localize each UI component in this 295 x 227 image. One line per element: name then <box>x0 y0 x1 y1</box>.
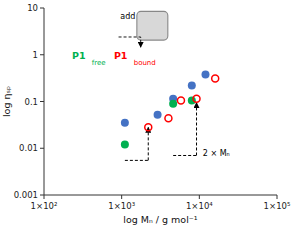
x-tick <box>121 195 122 199</box>
y-tick <box>40 148 44 149</box>
y-tick <box>40 8 44 9</box>
y-tick-label: 1 <box>33 50 38 60</box>
bracket-horizontal <box>173 155 196 156</box>
chart-container: 1×10² 1×10³ 1×10⁴ 1×10⁵ 0.001 0.01 0.1 1 10 log M… <box>0 0 295 227</box>
y-tick-label: 0.1 <box>24 97 38 107</box>
x-tick-label: 1×10⁴ <box>186 201 213 211</box>
data-point <box>165 115 172 122</box>
y-tick <box>40 54 44 55</box>
y-tick-label: 10 <box>27 3 38 13</box>
data-point <box>145 124 152 131</box>
data-point <box>169 100 177 108</box>
annotation: free <box>92 59 106 67</box>
data-point <box>188 97 196 105</box>
cb8-box <box>137 11 168 40</box>
annotation: bound <box>134 59 156 67</box>
x-tick <box>44 195 45 199</box>
x-tick-label: 1×10² <box>31 201 58 211</box>
x-axis-label: log Mₙ / g mol⁻¹ <box>123 214 197 225</box>
data-point <box>212 75 219 82</box>
data-point <box>121 141 129 149</box>
x-tick-label: 1×10⁵ <box>264 201 291 211</box>
bracket-arrow <box>196 103 197 156</box>
annotation: add <box>120 12 135 21</box>
y-tick-label: 0.001 <box>14 190 38 200</box>
plot-area <box>121 70 219 160</box>
annotation: P1 <box>114 50 128 61</box>
data-point <box>201 70 209 78</box>
bracket-arrow <box>148 127 149 160</box>
x-tick <box>277 195 278 199</box>
annotation: P1 <box>72 50 86 61</box>
data-point <box>177 97 184 104</box>
data-point <box>121 119 129 127</box>
x-tick-label: 1×10³ <box>108 201 135 211</box>
y-tick <box>40 195 44 196</box>
chart-svg: 1×10² 1×10³ 1×10⁴ 1×10⁵ 0.001 0.01 0.1 1 10 log M… <box>0 0 295 227</box>
y-tick <box>40 101 44 102</box>
y-axis-label: log ηₛₚ <box>1 86 12 117</box>
bracket-horizontal <box>125 160 148 161</box>
y-tick-label: 0.01 <box>19 143 38 153</box>
add-arrow <box>119 37 141 47</box>
data-point <box>188 81 196 89</box>
annotation: 2 × Mₙ <box>203 149 230 158</box>
data-point <box>193 95 200 102</box>
x-tick <box>199 195 200 199</box>
x-axis-line <box>44 195 277 196</box>
data-point <box>154 111 162 119</box>
